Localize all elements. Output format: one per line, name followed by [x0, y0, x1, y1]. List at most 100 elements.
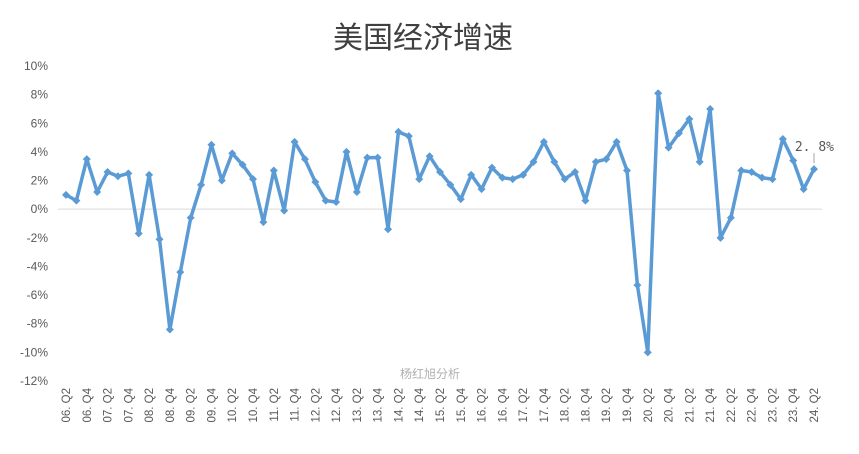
data-point-09.Q1: [176, 268, 185, 277]
x-tick-label: 08. Q4: [165, 387, 177, 422]
series-line: [65, 91, 816, 355]
x-tick-label: 24. Q2: [809, 388, 821, 423]
x-tick-label: 11. Q2: [269, 388, 281, 422]
data-point-13.Q1: [342, 147, 351, 156]
y-axis: 10% 8% 6% 4% 2% 0% -2% -4% -6% -8% -10% -12%: [20, 59, 48, 388]
data-point-19.Q4: [623, 166, 631, 175]
data-point-12.Q4: [332, 198, 341, 207]
data-point-08.Q3: [155, 235, 164, 244]
data-point-16.Q2: [477, 185, 486, 194]
x-tick-label: 12. Q4: [331, 387, 343, 422]
x-tick-label: 06. Q4: [82, 387, 94, 422]
x-tick-label: 13. Q4: [373, 387, 385, 422]
data-point-19.Q3: [612, 137, 621, 146]
data-point-18.Q2: [560, 175, 569, 184]
x-axis: 06. Q2 06. Q4 07. Q2 07. Q4 08. Q2 08. Q4 09. …: [61, 387, 821, 422]
data-point-08.Q1: [134, 229, 143, 238]
data-point-14.Q4: [415, 175, 424, 184]
y-tick-label: 8%: [31, 88, 49, 102]
x-tick-label: 23. Q2: [767, 388, 779, 423]
data-point-18.Q3: [571, 167, 580, 176]
data-point-14.Q1: [384, 225, 393, 234]
data-point-22.Q4: [747, 167, 756, 176]
y-tick-label: 0%: [31, 202, 49, 216]
x-tick-label: 16. Q2: [477, 388, 489, 423]
data-point-12.Q1: [300, 155, 309, 164]
data-point-10.Q1: [217, 176, 226, 185]
y-tick-label: -2%: [27, 231, 49, 245]
x-tick-label: 19. Q4: [622, 387, 634, 422]
data-point-18.Q4: [581, 196, 590, 205]
data-point-11.Q3: [280, 206, 289, 215]
watermark: 杨红旭分析: [400, 366, 460, 381]
data-point-15.Q1: [425, 152, 434, 161]
data-point-11.Q2: [269, 166, 278, 175]
data-point-17.Q1: [508, 175, 517, 184]
x-tick-label: 11. Q4: [290, 387, 302, 421]
x-tick-label: 06. Q2: [61, 388, 73, 423]
data-point-15.Q2: [436, 167, 444, 176]
x-tick-label: 22. Q4: [747, 387, 759, 422]
y-tick-label: -12%: [20, 374, 48, 388]
data-point-24.Q2: [810, 165, 818, 174]
y-tick-label: 4%: [31, 145, 49, 159]
data-point-11.Q1: [259, 218, 268, 227]
data-point-12.Q2: [311, 177, 320, 186]
data-point-06.Q3: [72, 196, 81, 205]
data-point-08.Q2: [145, 170, 154, 179]
data-point-18.Q1: [550, 157, 559, 166]
x-tick-label: 10. Q2: [227, 388, 239, 423]
data-point-09.Q2: [186, 213, 195, 222]
data-point-21.Q2: [685, 114, 694, 123]
x-tick-label: 07. Q2: [103, 388, 115, 423]
data-point-13.Q2: [352, 188, 361, 196]
data-point-20.Q2: [643, 348, 652, 357]
x-tick-label: 07. Q4: [123, 387, 135, 422]
x-tick-label: 13. Q2: [352, 388, 364, 423]
x-tick-label: 20. Q4: [664, 387, 676, 422]
data-point-23.Q3: [778, 135, 787, 144]
data-point-12.Q3: [321, 196, 330, 205]
data-point-21.Q3: [695, 157, 704, 166]
x-tick-label: 23. Q4: [788, 387, 800, 422]
data-point-23.Q4: [789, 156, 798, 165]
data-point-24.Q1: [799, 185, 808, 194]
data-point-13.Q4: [373, 153, 382, 162]
y-tick-label: -4%: [27, 259, 49, 273]
data-point-08.Q4: [165, 325, 174, 334]
data-point-22.Q2: [726, 213, 735, 222]
data-point-07.Q4: [124, 169, 133, 178]
x-tick-label: 09. Q4: [206, 387, 218, 422]
x-tick-label: 19. Q2: [601, 388, 613, 423]
data-point-17.Q4: [539, 137, 548, 146]
data-labels: 2. 8%: [795, 140, 834, 164]
y-tick-label: 2%: [31, 174, 49, 188]
data-point-21.Q4: [706, 104, 715, 113]
data-point-10.Q4: [249, 175, 257, 184]
x-tick-label: 14. Q4: [414, 387, 426, 422]
data-point-16.Q1: [467, 170, 476, 179]
y-tick-label: -8%: [27, 317, 49, 331]
data-point-17.Q3: [529, 157, 538, 166]
data-point-10.Q3: [238, 160, 247, 169]
x-tick-label: 17. Q2: [518, 388, 530, 423]
x-tick-label: 18. Q4: [580, 387, 592, 422]
data-point-07.Q2: [103, 167, 112, 176]
series-markers: [62, 89, 818, 357]
data-point-07.Q1: [93, 188, 102, 196]
y-tick-label: -10%: [20, 345, 48, 359]
x-tick-label: 20. Q2: [643, 388, 655, 423]
data-point-06.Q2: [62, 190, 70, 199]
data-point-15.Q4: [456, 195, 465, 204]
x-tick-label: 22. Q2: [726, 388, 738, 423]
data-point-22.Q3: [737, 166, 746, 175]
y-tick-label: 10%: [24, 59, 48, 73]
data-point-16.Q3: [487, 163, 496, 172]
data-point-16.Q4: [498, 173, 507, 182]
x-tick-label: 21. Q2: [684, 388, 696, 423]
data-point-09.Q3: [197, 180, 206, 189]
x-tick-label: 08. Q2: [144, 388, 156, 423]
data-point-15.Q3: [446, 180, 455, 189]
x-tick-label: 14. Q2: [393, 388, 405, 423]
